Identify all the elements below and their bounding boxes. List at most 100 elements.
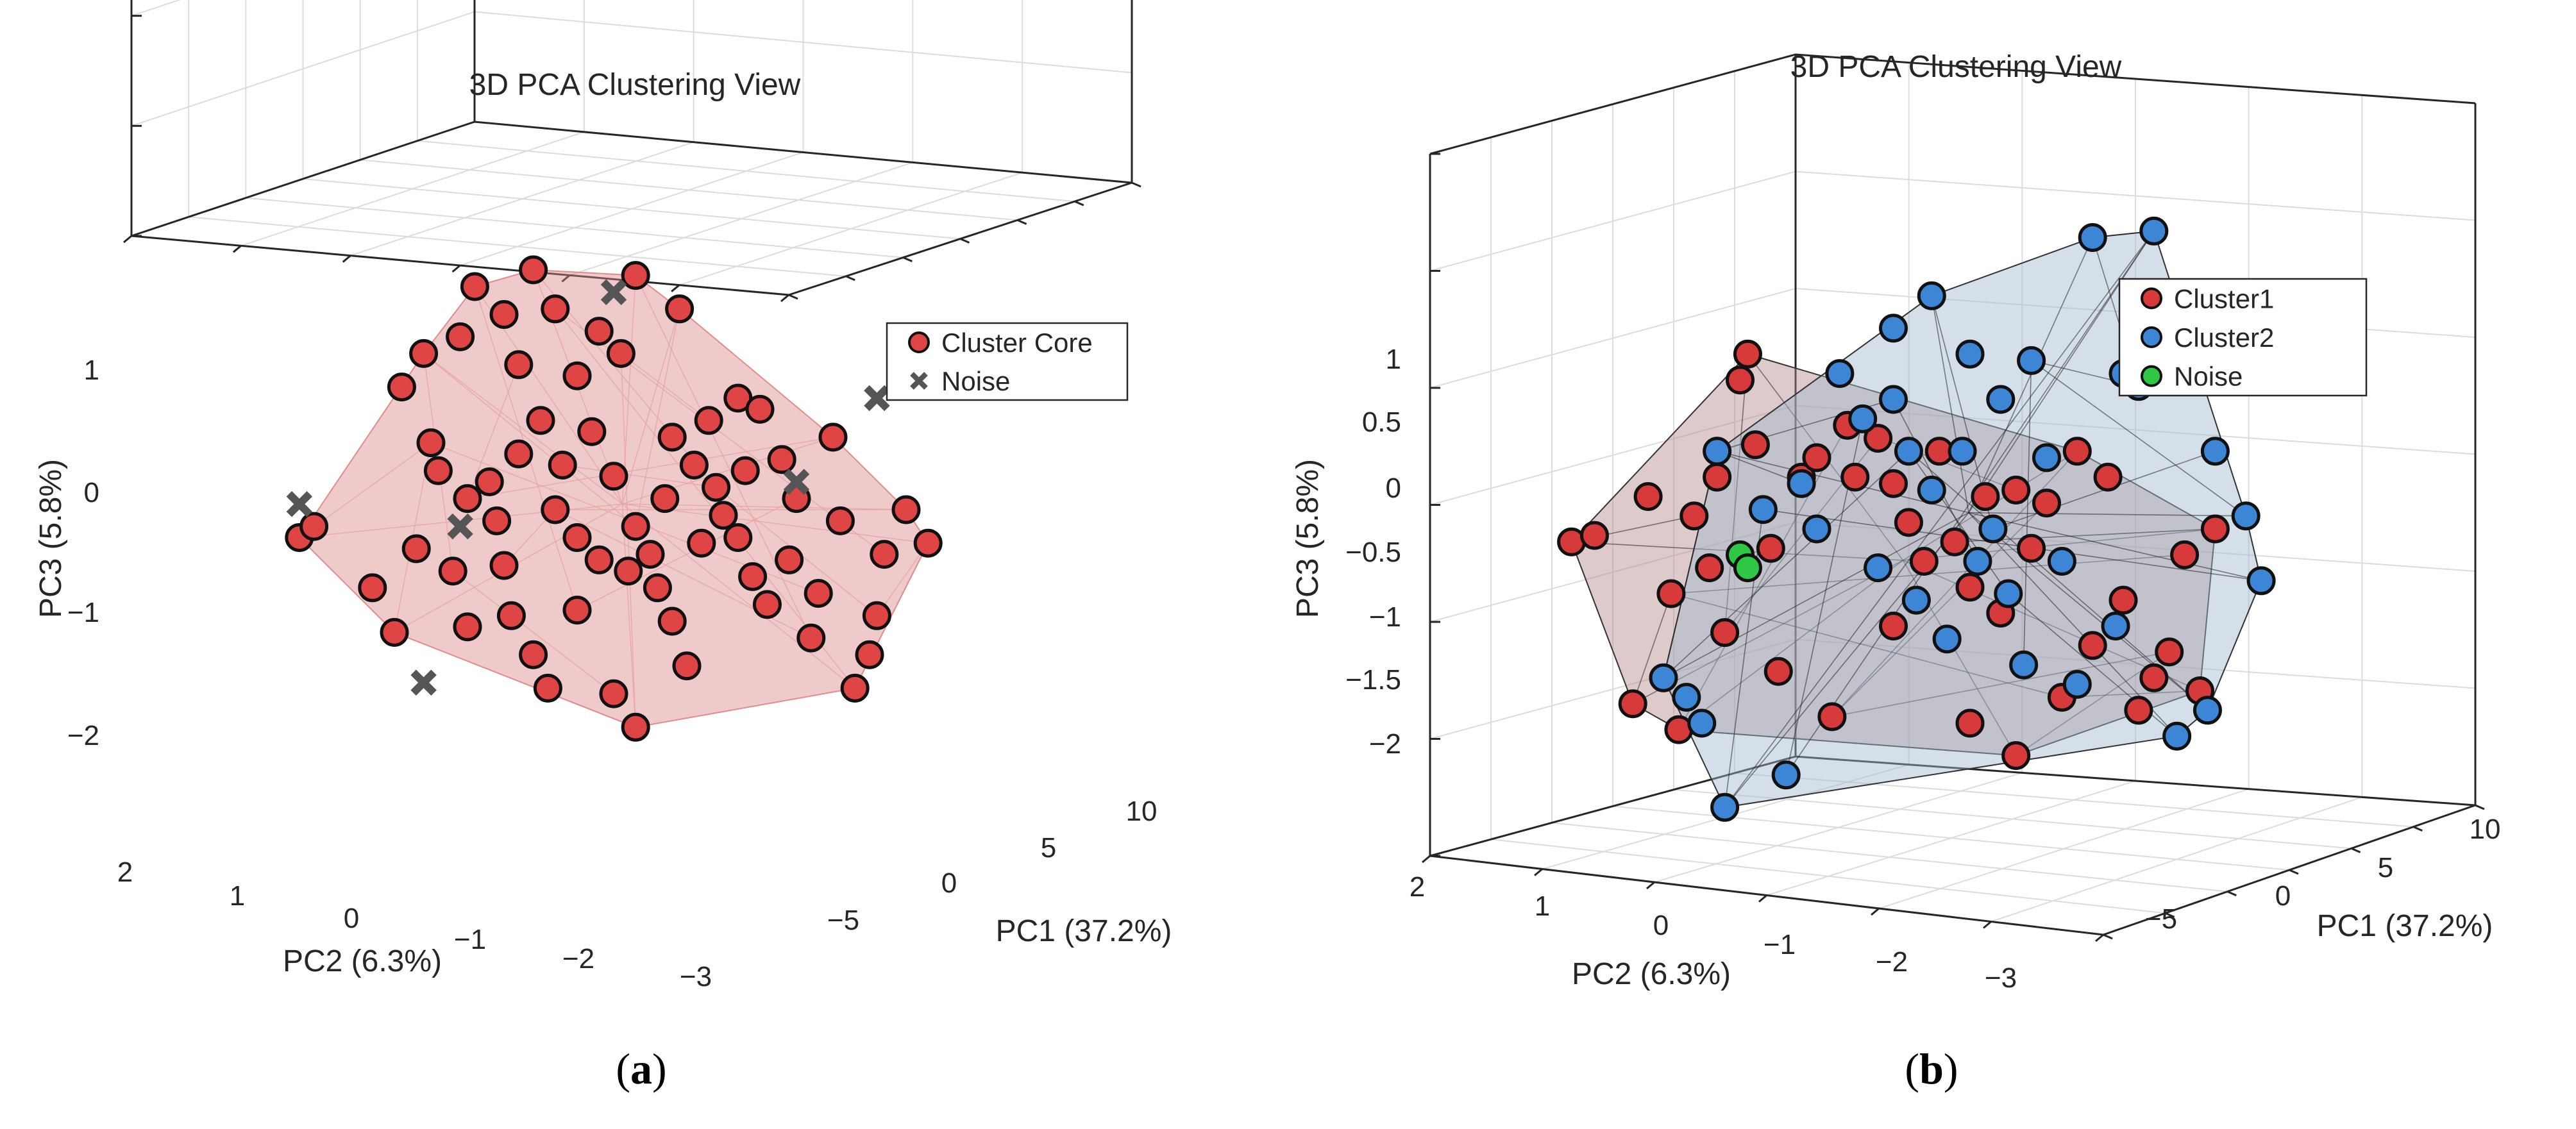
data-point <box>562 596 592 625</box>
x-tick-label: 10 <box>2470 814 2501 845</box>
data-point <box>804 579 833 608</box>
data-point <box>2001 475 2031 505</box>
data-point <box>1879 469 1908 498</box>
data-point <box>1687 708 1717 738</box>
y-tick-label: 0 <box>344 903 359 934</box>
data-point <box>533 673 562 703</box>
y-tick <box>342 255 351 263</box>
data-point <box>2124 696 2153 725</box>
data-point <box>723 523 753 552</box>
series-cluster-core <box>285 255 943 742</box>
mesh-edge <box>1968 512 2246 517</box>
data-point <box>621 261 650 290</box>
mesh-edge <box>622 503 929 544</box>
data-point <box>1649 663 1678 692</box>
x-tick <box>2227 891 2237 897</box>
legend-marker <box>2141 365 2162 387</box>
z-tick-label: −0.5 <box>1345 537 1401 568</box>
axes-box <box>130 0 1133 296</box>
x-tick <box>902 256 913 263</box>
y-tick <box>1422 855 1431 864</box>
data-point <box>1579 521 1609 550</box>
floor-gridline <box>417 140 1075 203</box>
mesh-edge <box>620 353 636 728</box>
y-axis-label: PC2 (6.3%) <box>283 944 442 978</box>
x-tick-label: 10 <box>1126 796 1158 827</box>
y-tick-label: −2 <box>1876 946 1908 978</box>
y-tick-label: −2 <box>562 943 594 974</box>
caption-a: (a) <box>616 1044 667 1093</box>
x-tick-label: 5 <box>2378 852 2393 883</box>
data-point <box>2193 696 2222 725</box>
data-point <box>614 556 643 586</box>
data-point <box>387 372 416 402</box>
x-tick-label: −5 <box>827 905 859 936</box>
data-point <box>1618 689 1647 719</box>
data-point <box>767 445 796 474</box>
data-point <box>1748 495 1778 524</box>
data-point <box>855 640 884 669</box>
hull-mesh <box>299 269 929 728</box>
y-tick <box>451 264 461 273</box>
data-point <box>1840 462 1870 492</box>
data-point <box>409 339 439 368</box>
data-point <box>1787 469 1816 498</box>
legend-label: Noise <box>941 366 1010 396</box>
data-point <box>1633 482 1663 511</box>
y-tick-label: 2 <box>1410 871 1425 903</box>
data-point <box>745 394 775 424</box>
data-point <box>460 272 489 301</box>
y-tick <box>561 274 571 283</box>
data-point <box>702 473 731 502</box>
data-point <box>2162 721 2192 751</box>
data-point <box>401 534 431 564</box>
y-tick <box>1758 894 1767 903</box>
z-axis-label: PC3 (5.8%) <box>34 459 68 618</box>
x-tick-label: −5 <box>2145 903 2177 935</box>
y-tick <box>1871 907 1880 916</box>
data-point <box>2231 501 2260 531</box>
data-point <box>2101 612 2130 640</box>
x-tick <box>845 275 855 281</box>
y-tick <box>1646 881 1655 890</box>
z-tick-label: 0 <box>1386 473 1401 504</box>
data-point <box>1864 553 1893 583</box>
data-point <box>519 640 548 669</box>
data-point <box>1978 514 2008 544</box>
data-point <box>1825 359 1855 389</box>
data-point <box>548 450 577 480</box>
data-point <box>1864 424 1893 453</box>
chart-title: 3D PCA Clustering View <box>1790 50 2122 84</box>
z-axis-label: PC3 (5.8%) <box>1291 459 1325 618</box>
mesh-edge <box>1678 560 1904 730</box>
data-point <box>650 484 680 514</box>
data-point <box>562 361 592 390</box>
x-tick <box>2289 869 2299 875</box>
mesh-edge <box>1968 512 2262 581</box>
x-tick <box>788 294 798 300</box>
y-tick-label: −1 <box>1764 929 1796 960</box>
series-noise <box>286 279 890 696</box>
noise-marker <box>410 669 437 696</box>
y-tick-label: −3 <box>1985 962 2017 994</box>
z-tick-label: 1 <box>1386 344 1401 375</box>
top-edge <box>1429 53 2476 155</box>
legend-marker <box>908 331 930 353</box>
floor-gridline <box>1991 796 2362 923</box>
mesh-edge <box>2023 360 2032 665</box>
mesh-edge <box>467 364 519 499</box>
mesh-edge <box>621 308 680 505</box>
data-point <box>2155 637 2184 667</box>
data-point <box>2032 443 2061 473</box>
data-point <box>891 495 921 524</box>
y-tick <box>1983 921 1992 929</box>
grid <box>131 0 1132 286</box>
mesh-edge <box>1968 230 2155 514</box>
data-point <box>1740 430 1770 460</box>
chart-title: 3D PCA Clustering View <box>469 68 801 102</box>
data-point <box>1986 385 2016 414</box>
mesh-edge <box>622 503 855 689</box>
mesh-edge <box>423 353 636 527</box>
x-tick <box>2475 804 2485 810</box>
